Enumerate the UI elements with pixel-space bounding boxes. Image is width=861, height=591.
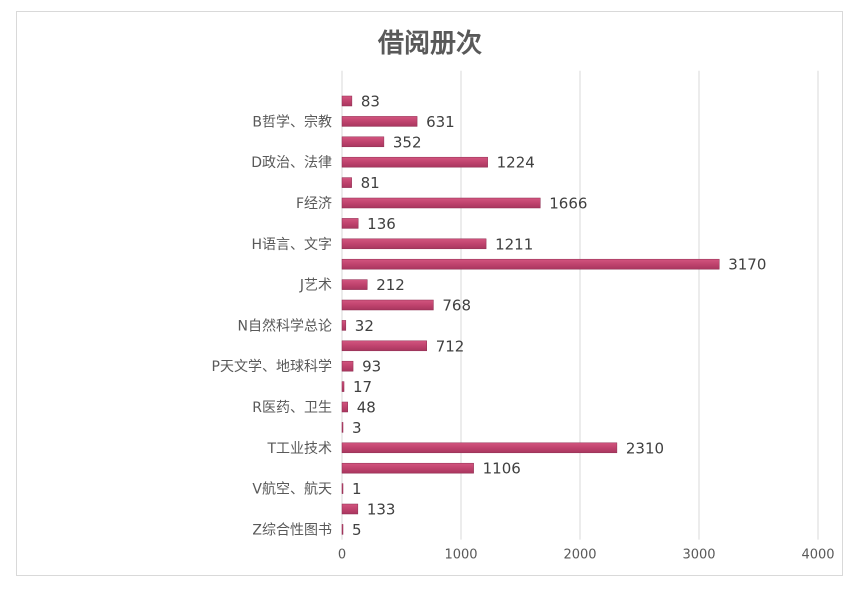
category-label: F经济 [296,196,332,212]
bar [341,442,618,454]
x-axis-ticks: 0 1000 2000 3000 4000 [338,548,835,563]
category-label: P天文学、地球科学 [212,359,332,375]
category-label: J艺术 [299,278,332,294]
bar [341,238,487,250]
chart-title: 借阅册次 [377,29,482,59]
x-tick-label: 3000 [682,548,715,563]
data-label: 1 [352,480,362,498]
category-labels: B哲学、宗教 D政治、法律 F经济 H语言、文字 J艺术 N自然科学总论 P天文学、地球科学… [212,114,332,538]
category-label: B哲学、宗教 [252,114,332,130]
data-label: 631 [426,113,455,131]
bar [341,524,344,535]
bar [341,483,344,494]
bar [341,95,353,107]
x-tick-label: 1000 [444,548,477,563]
data-label: 81 [361,174,380,192]
data-label: 17 [353,378,372,396]
bar [341,218,359,229]
bar [341,422,344,433]
x-tick-label: 0 [338,548,346,563]
bar [341,381,345,392]
data-label: 136 [367,215,396,233]
x-tick-label: 2000 [563,548,596,563]
data-label: 3170 [728,256,766,274]
category-label: D政治、法律 [251,155,332,171]
bar [341,340,427,352]
bar [341,320,347,331]
data-label: 1106 [483,460,521,478]
bar [341,360,354,372]
grid-lines [341,70,819,540]
data-label: 712 [436,337,465,355]
data-label: 1224 [497,154,535,172]
data-label: 48 [357,399,376,417]
data-label: 133 [367,501,396,519]
category-label: R医药、卫生 [252,400,332,416]
bar [341,197,541,209]
bar [341,401,348,413]
category-label: T工业技术 [266,441,332,457]
data-label: 93 [362,358,381,376]
bars [341,95,720,535]
data-label: 1211 [495,235,533,253]
category-label: V航空、航天 [252,482,332,498]
data-label: 2310 [626,439,664,457]
category-label: Z综合性图书 [252,522,332,538]
data-label: 3 [352,419,362,437]
data-label: 212 [376,276,405,294]
data-label: 768 [442,297,471,315]
bar [341,116,418,127]
category-label: H语言、文字 [251,237,332,253]
bar [341,279,368,290]
bar [341,299,434,311]
bar [341,503,359,515]
bar [341,156,488,168]
data-label: 352 [393,133,422,151]
data-label: 83 [361,93,380,111]
chart-frame: 借阅册次 0 1000 2000 3000 4000 83 631 352 1224 81 166… [16,11,843,576]
data-label: 5 [352,521,362,539]
bar [341,136,385,148]
category-label: N自然科学总论 [238,317,332,334]
bar [341,462,474,474]
bar [341,258,720,270]
data-label: 32 [355,317,374,335]
x-tick-label: 4000 [801,548,834,563]
bar [341,177,352,188]
data-label: 1666 [549,195,587,213]
